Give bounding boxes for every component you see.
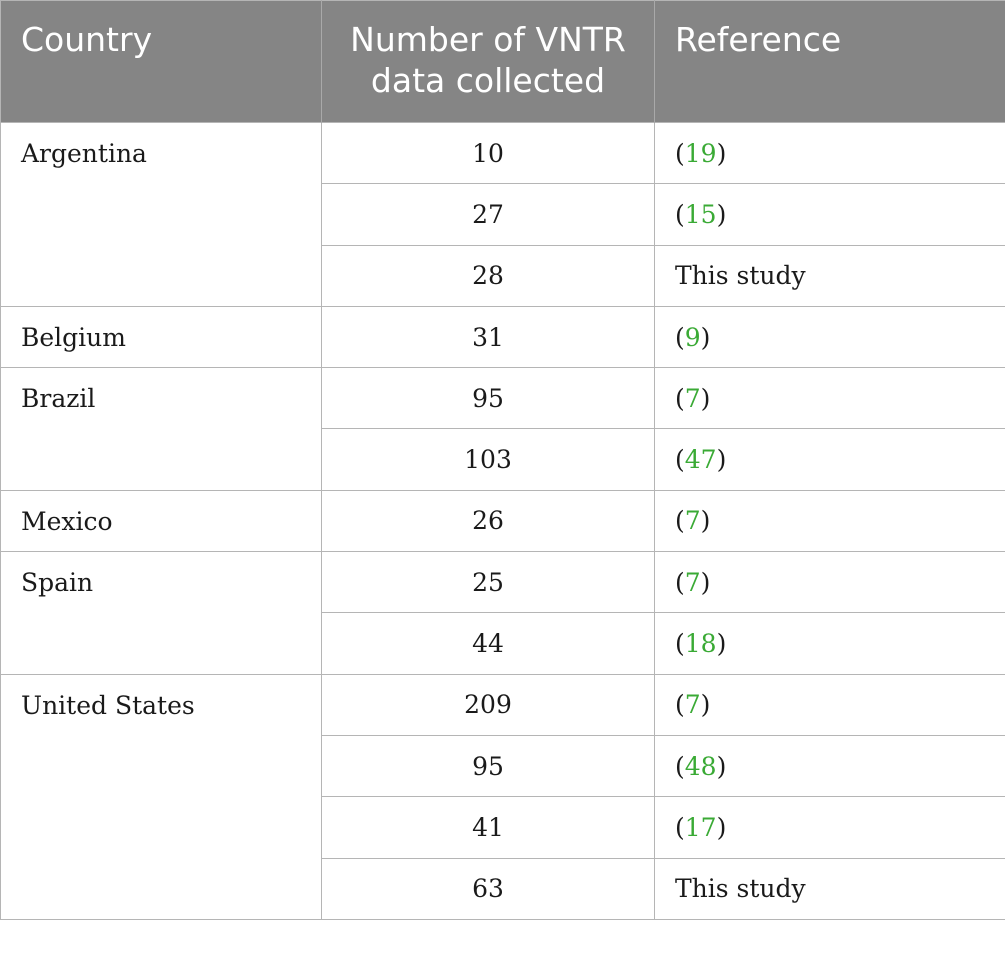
number-cell: 28: [321, 244, 655, 307]
number-cell: 26: [321, 489, 655, 553]
table-row: Brazil 95 (7): [0, 367, 1005, 491]
header-country: Country: [0, 0, 322, 123]
number-cell: 41: [321, 796, 655, 859]
table-row: United States 209 (7): [0, 673, 1005, 920]
table-row: 95 (48): [1, 734, 1005, 798]
country-cell: Brazil: [0, 367, 322, 491]
vntr-data-table: Country Number of VNTR data collected Re…: [0, 0, 1005, 920]
number-cell: 25: [321, 551, 655, 614]
header-reference: Reference: [654, 0, 1005, 123]
reference-link[interactable]: 7: [684, 383, 701, 413]
table-row: 28 This study: [1, 244, 1005, 307]
reference-link[interactable]: 7: [684, 690, 701, 720]
reference-cell: (15): [654, 183, 1005, 246]
reference-cell: This study: [654, 857, 1005, 920]
table-row: Argentina 10 (19): [0, 121, 1005, 307]
table-row: Mexico 26 (7): [0, 489, 1005, 553]
table-row: 44 (18): [1, 612, 1005, 675]
reference-link[interactable]: 48: [684, 751, 717, 781]
reference-cell: This study: [654, 244, 1005, 307]
number-cell: 95: [321, 734, 655, 798]
country-cell: Spain: [0, 551, 322, 675]
reference-cell: (9): [654, 305, 1005, 369]
table-row: 27 (15): [1, 183, 1005, 246]
reference-link[interactable]: 17: [684, 812, 717, 842]
number-cell: 95: [321, 367, 655, 430]
reference-cell: (7): [654, 489, 1005, 553]
reference-cell: (48): [654, 734, 1005, 798]
number-cell: 10: [321, 121, 655, 185]
header-row: Country Number of VNTR data collected Re…: [0, 0, 1005, 123]
country-cell: Mexico: [0, 489, 322, 553]
number-cell: 44: [321, 612, 655, 675]
reference-cell: (19): [654, 121, 1005, 185]
reference-link[interactable]: 7: [684, 567, 701, 597]
number-cell: 63: [321, 857, 655, 920]
reference-link[interactable]: 19: [684, 138, 717, 168]
reference-cell: (18): [654, 612, 1005, 675]
reference-link[interactable]: 15: [684, 199, 717, 229]
table-row: 63 This study: [1, 857, 1005, 920]
header-number: Number of VNTR data collected: [321, 0, 655, 123]
reference-link[interactable]: 7: [684, 506, 701, 536]
reference-cell: (17): [654, 796, 1005, 859]
table-row: 103 (47): [1, 428, 1005, 491]
reference-cell: (7): [654, 367, 1005, 430]
country-cell: United States: [0, 673, 322, 920]
reference-cell: (7): [654, 673, 1005, 736]
number-cell: 103: [321, 428, 655, 491]
reference-link[interactable]: 18: [684, 629, 717, 659]
number-cell: 209: [321, 673, 655, 736]
reference-cell: (7): [654, 551, 1005, 614]
number-cell: 31: [321, 305, 655, 369]
country-cell: Argentina: [0, 122, 322, 307]
number-cell: 27: [321, 183, 655, 246]
table-row: Belgium 31 (9): [0, 305, 1005, 369]
reference-cell: (47): [654, 428, 1005, 491]
country-cell: Belgium: [0, 305, 322, 369]
table-row: Spain 25 (7): [0, 551, 1005, 675]
reference-link[interactable]: 47: [684, 445, 717, 475]
table-body: Argentina 10 (19) 27 (15) 28 This study Belgium…: [0, 121, 1005, 920]
reference-link[interactable]: 9: [684, 322, 701, 352]
